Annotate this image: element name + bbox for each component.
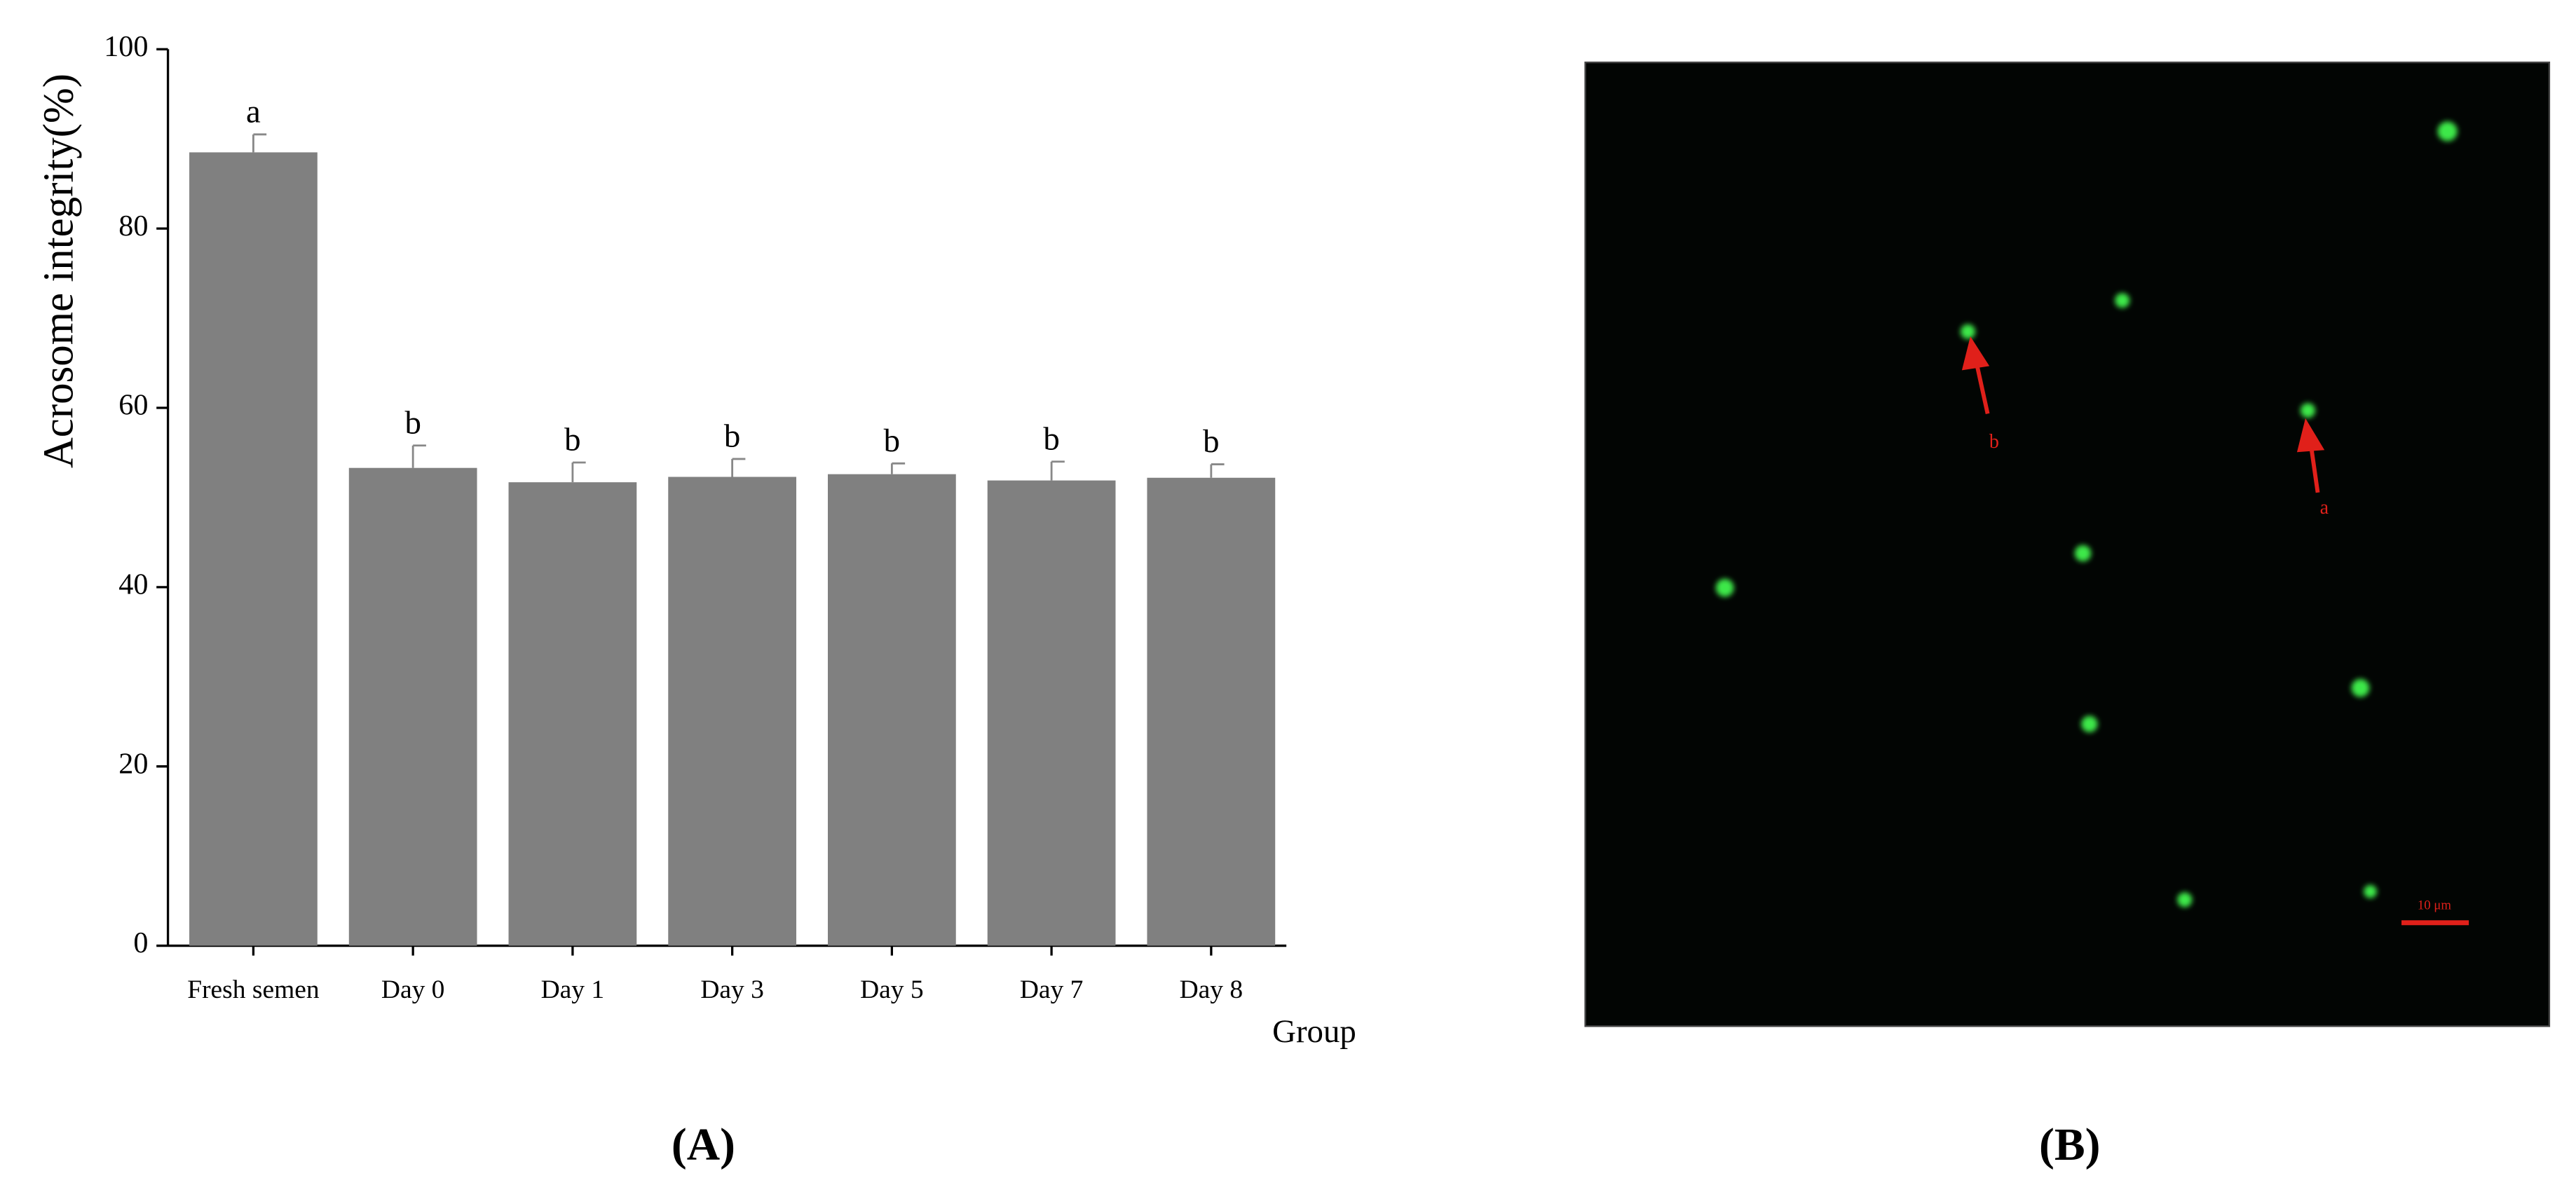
error-bar — [411, 444, 426, 468]
sperm-heads — [1715, 121, 2458, 907]
scale-bar-label: 10 μm — [2418, 898, 2451, 913]
x-tick-label: Day 7 — [1020, 975, 1084, 1004]
bar — [189, 152, 318, 946]
x-tick-label: Day 8 — [1180, 975, 1243, 1004]
error-bar — [252, 133, 267, 153]
panel-label: (B) — [2039, 1120, 2100, 1170]
y-tick-label: 80 — [118, 210, 148, 242]
micrograph-frame — [1584, 61, 2551, 1027]
error-bar — [1210, 463, 1225, 478]
error-bar — [1050, 460, 1065, 481]
bar — [987, 480, 1116, 946]
bar — [668, 477, 797, 946]
error-bar — [890, 462, 906, 474]
significance-letter: b — [1043, 420, 1059, 457]
y-tick-label: 40 — [118, 568, 148, 601]
bar — [508, 482, 637, 946]
bar — [827, 474, 956, 946]
error-bar — [571, 461, 586, 483]
arrows — [1961, 336, 2469, 926]
y-tick-label: 20 — [118, 747, 148, 780]
y-tick-label: 100 — [104, 30, 148, 63]
significance-letter: b — [884, 423, 900, 459]
y-axis-label: Acrosome integrity(%) — [36, 74, 83, 468]
x-tick-label: Day 5 — [860, 975, 924, 1004]
y-tick-label: 0 — [133, 926, 148, 959]
x-tick-label: Day 3 — [700, 975, 764, 1004]
bar — [348, 467, 477, 946]
significance-letter: b — [724, 418, 740, 455]
significance-letter: b — [564, 422, 580, 458]
significance-letter: a — [246, 93, 261, 130]
y-tick-label: 60 — [118, 389, 148, 422]
arrow-label: a — [2320, 497, 2329, 519]
x-tick-label: Day 1 — [541, 975, 605, 1004]
bar — [1147, 477, 1276, 946]
error-bar — [731, 458, 746, 477]
significance-letter: b — [404, 404, 421, 441]
x-tick-label: Day 0 — [381, 975, 445, 1004]
arrow-label: b — [1989, 431, 1999, 453]
panel-label: (A) — [672, 1120, 735, 1170]
micrograph: b a 10 μm — [1584, 61, 2551, 1027]
significance-letter: b — [1203, 423, 1219, 460]
x-axis-label: Group — [1272, 1013, 1356, 1050]
x-tick-label: Fresh semen — [187, 975, 320, 1004]
